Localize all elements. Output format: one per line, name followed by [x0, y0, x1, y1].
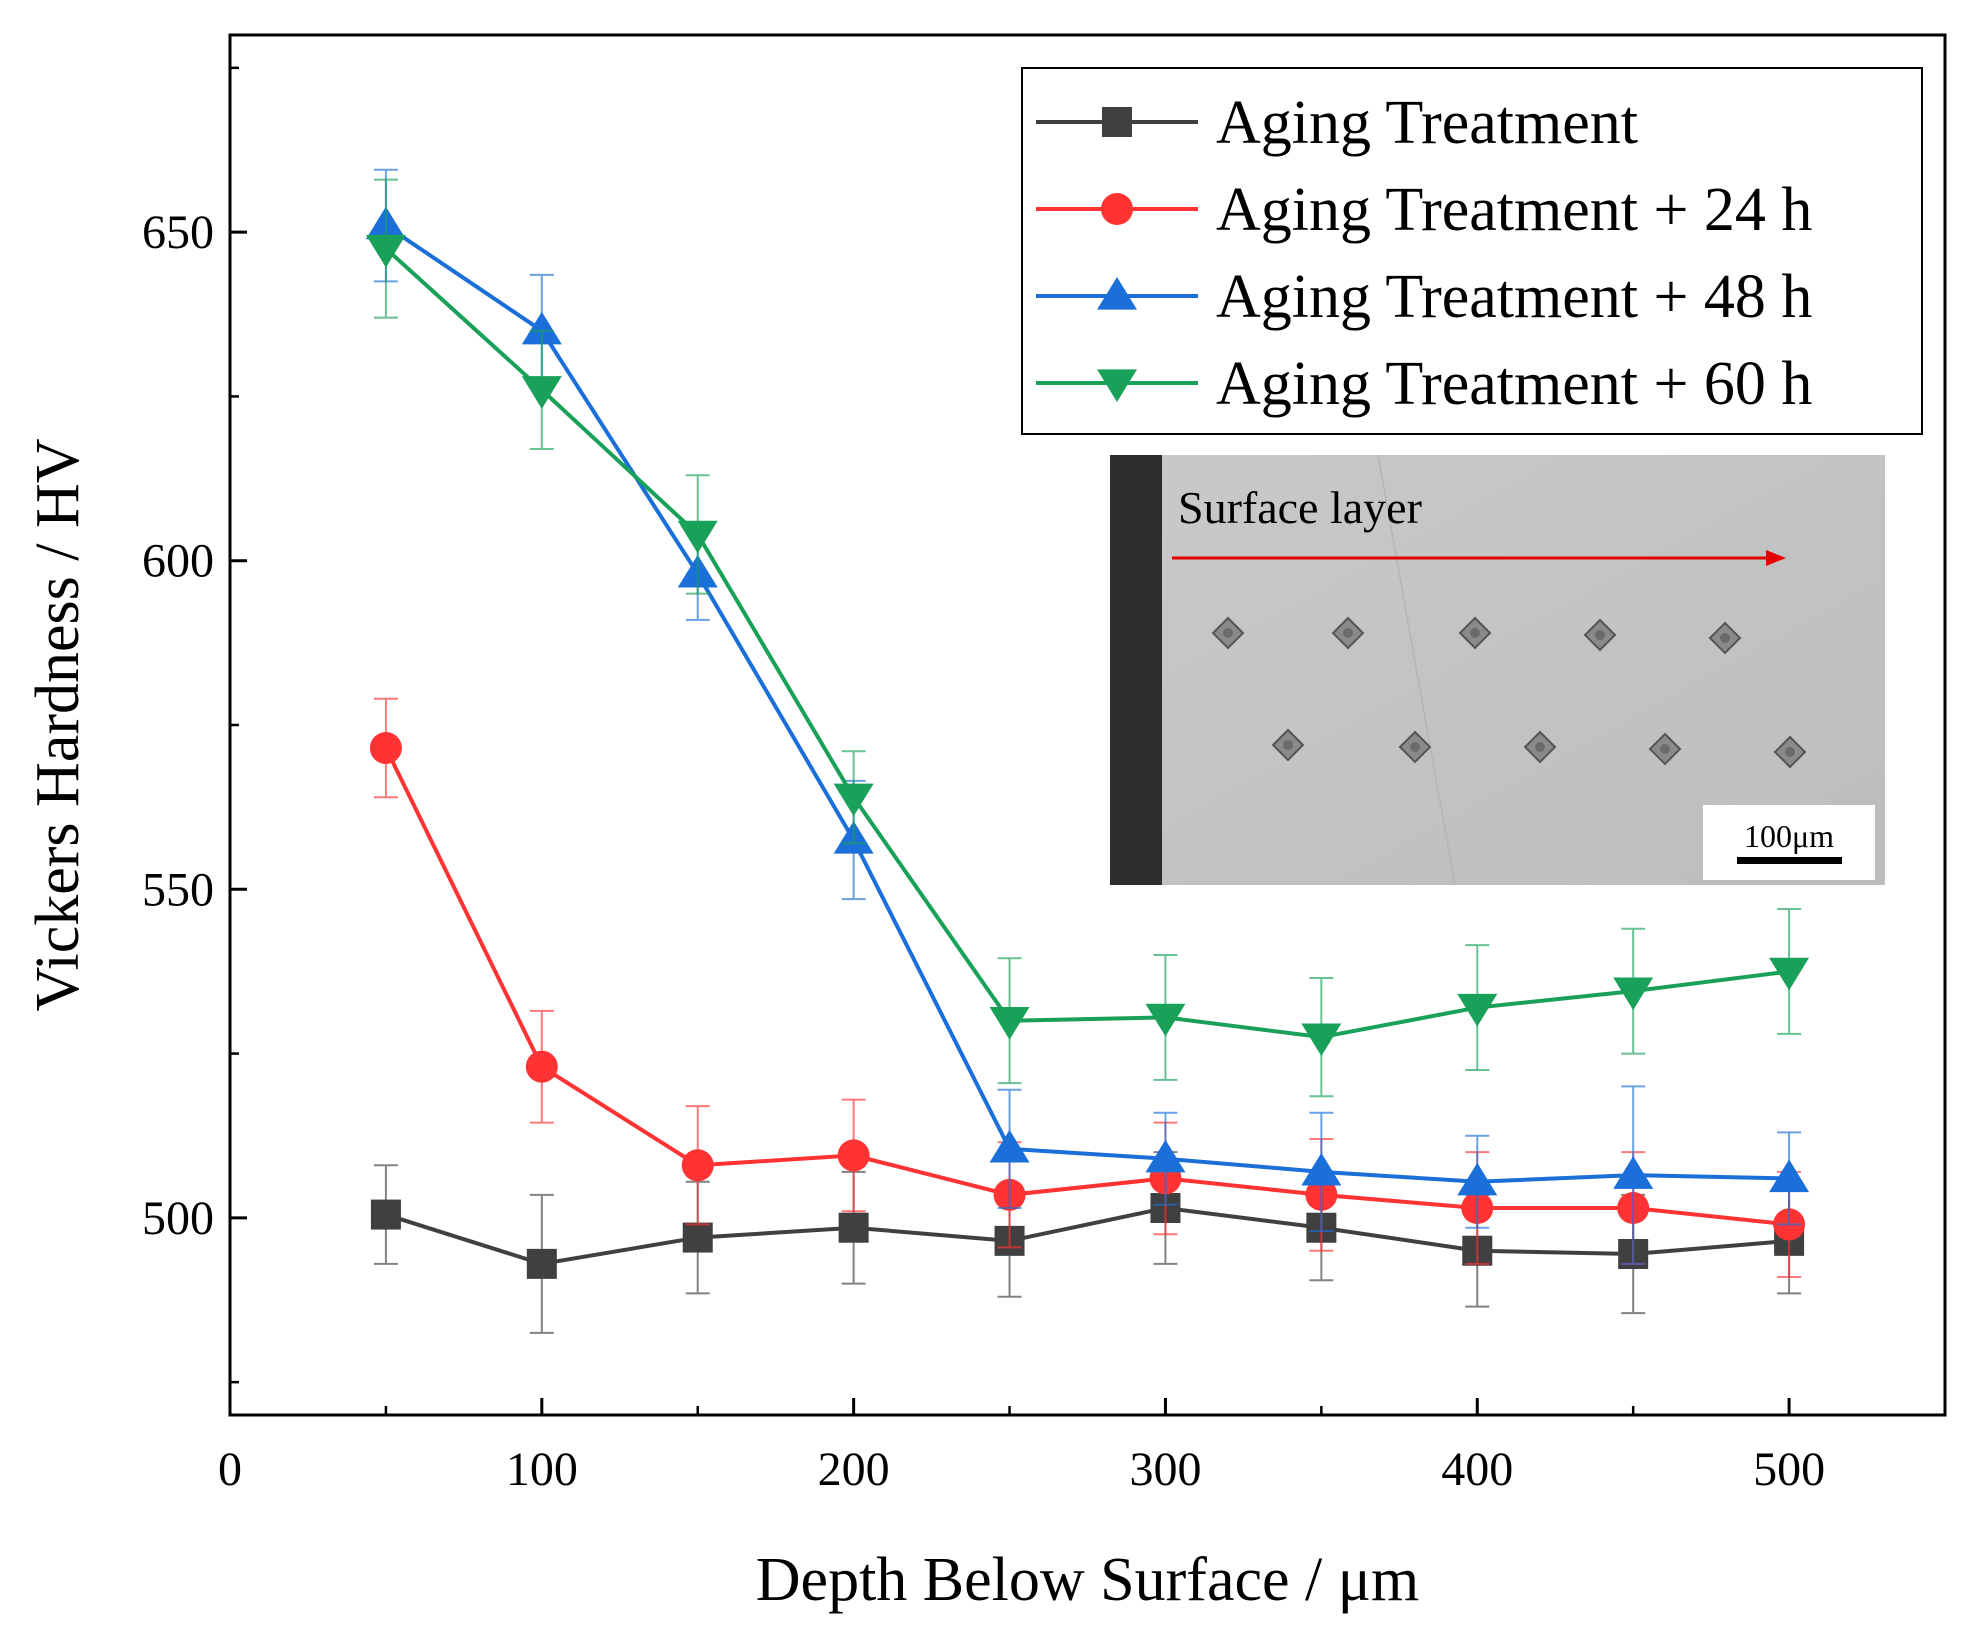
legend-marker — [1101, 193, 1133, 225]
series-line — [384, 747, 1790, 1227]
legend-item: Aging Treatment + 48 h — [1036, 263, 1812, 331]
data-point — [837, 1139, 870, 1172]
data-point — [526, 1248, 557, 1279]
legend-marker — [1097, 277, 1137, 310]
indentation-center — [1720, 633, 1730, 643]
data-point — [989, 1007, 1030, 1040]
indentation — [1398, 730, 1432, 764]
series-line — [385, 1205, 1790, 1266]
data-point — [521, 311, 562, 345]
legend-marker — [1097, 369, 1137, 402]
inset-label: Surface layer — [1178, 482, 1422, 533]
x-tick-label: 100 — [506, 1443, 578, 1496]
data-point — [989, 1129, 1030, 1163]
indentation — [1708, 621, 1742, 655]
legend-box — [1021, 67, 1923, 435]
y-tick-label: 600 — [142, 535, 214, 588]
legend-marker — [1102, 107, 1132, 137]
data-point — [677, 520, 718, 554]
series-1 — [370, 1151, 1805, 1334]
data-point — [525, 1050, 558, 1083]
y-axis-label: Vickers Hardness / HV — [24, 438, 92, 1011]
legend-label: Aging Treatment + 60 h — [1216, 350, 1812, 418]
indentation-center — [1785, 747, 1795, 757]
data-point — [1145, 1139, 1186, 1173]
indentation-center — [1343, 628, 1353, 638]
indentation — [1211, 616, 1245, 650]
inset-dark-edge — [1110, 455, 1162, 885]
legend-item: Aging Treatment + 24 h — [1036, 176, 1812, 244]
data-point — [370, 1199, 401, 1230]
indentation — [1773, 735, 1807, 769]
inset-arrow-head — [1766, 550, 1786, 566]
data-point — [682, 1222, 713, 1253]
legend-item: Aging Treatment — [1036, 89, 1638, 157]
data-point — [1769, 957, 1810, 991]
inset-scratch — [1377, 454, 1456, 886]
indentation-center — [1283, 740, 1293, 750]
data-point — [1613, 977, 1654, 1011]
x-tick-label: 300 — [1129, 1443, 1201, 1496]
data-point — [1301, 1152, 1342, 1186]
legend-label: Aging Treatment + 24 h — [1216, 176, 1812, 244]
data-point — [521, 376, 562, 409]
indentation-center — [1660, 744, 1670, 754]
series-line — [384, 247, 1790, 1040]
data-point — [1457, 1162, 1498, 1196]
legend: Aging Treatment Aging Treatment + 24 h Agi… — [1021, 67, 1923, 435]
series-line — [384, 223, 1790, 1184]
indentation — [1648, 732, 1682, 766]
indentation-center — [1223, 628, 1233, 638]
indentation — [1271, 728, 1305, 762]
indentation — [1583, 618, 1617, 652]
indentation-center — [1595, 630, 1605, 640]
scale-bar-box — [1703, 805, 1875, 880]
data-point — [1769, 1159, 1810, 1193]
data-point — [681, 1149, 714, 1182]
data-point — [838, 1212, 869, 1243]
data-point — [1301, 1023, 1342, 1057]
legend-item: Aging Treatment + 60 h — [1036, 350, 1812, 418]
y-tick-label: 650 — [142, 206, 214, 259]
y-tick-label: 500 — [142, 1192, 214, 1245]
indentation-center — [1535, 742, 1545, 752]
scale-bar-label: 100μm — [1744, 818, 1834, 854]
indentation — [1331, 616, 1365, 650]
x-tick-label: 500 — [1753, 1443, 1825, 1496]
scale-bar — [1737, 857, 1842, 864]
data-point — [1145, 1003, 1186, 1037]
legend-label: Aging Treatment — [1216, 89, 1638, 157]
data-point — [833, 783, 874, 817]
indentation-center — [1470, 628, 1480, 638]
data-point — [1457, 993, 1498, 1027]
data-point — [369, 732, 402, 764]
x-tick-label: 0 — [218, 1443, 242, 1496]
x-tick-label: 200 — [818, 1443, 890, 1496]
x-tick-label: 400 — [1441, 1443, 1513, 1496]
inset-micrograph: Surface layer 100μm — [1110, 454, 1885, 886]
indentation — [1523, 730, 1557, 764]
data-point — [365, 234, 406, 268]
axes: 500 550 600 650 0 100 200 300 400 500 Depth Below … — [24, 33, 1947, 1614]
y-tick-label: 550 — [142, 863, 214, 916]
x-axis-label: Depth Below Surface / μm — [756, 1546, 1419, 1614]
data-point — [1613, 1156, 1654, 1189]
indentation-center — [1410, 742, 1420, 752]
series-4 — [365, 178, 1810, 1098]
series-group — [365, 168, 1810, 1334]
indentation — [1458, 616, 1492, 650]
legend-label: Aging Treatment + 48 h — [1216, 263, 1812, 331]
